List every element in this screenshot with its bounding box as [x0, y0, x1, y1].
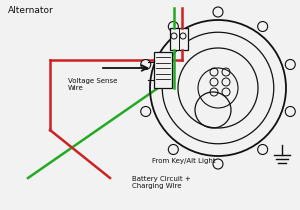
Circle shape [141, 59, 151, 70]
Circle shape [141, 106, 151, 117]
Text: Alternator: Alternator [8, 6, 54, 15]
Circle shape [285, 106, 295, 117]
Text: Voltage Sense
Wire: Voltage Sense Wire [68, 78, 117, 91]
Circle shape [258, 21, 268, 32]
Bar [170, 28, 188, 50]
Circle shape [213, 7, 223, 17]
Bar [154, 52, 172, 88]
Circle shape [285, 59, 295, 70]
Circle shape [258, 144, 268, 155]
Text: From Key/Alt Light: From Key/Alt Light [152, 158, 216, 164]
Circle shape [168, 144, 178, 155]
Circle shape [213, 159, 223, 169]
Circle shape [168, 21, 178, 32]
Text: Battery Circuit +
Charging Wire: Battery Circuit + Charging Wire [132, 176, 191, 189]
